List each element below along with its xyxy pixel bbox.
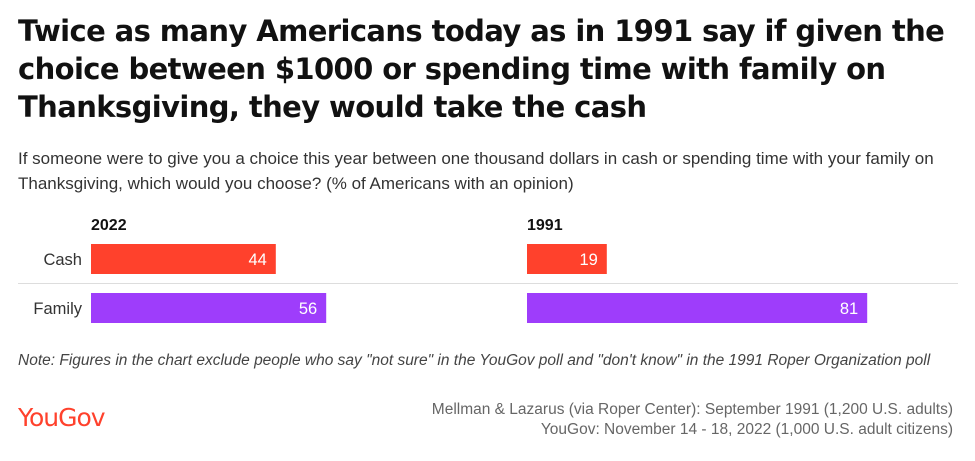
- bar-2022-cash: [91, 244, 276, 274]
- chart-subtitle: If someone were to give you a choice thi…: [18, 149, 934, 193]
- data-label-1991-family: 81: [840, 300, 858, 318]
- bar-2022-family: [91, 293, 327, 323]
- chart-title: Twice as many Americans today as in 1991…: [18, 14, 945, 124]
- yougov-logo: YouGov: [18, 403, 106, 432]
- bar-1991-cash: [527, 244, 607, 274]
- source-line: Mellman & Lazarus (via Roper Center): Se…: [431, 401, 953, 418]
- source-line: YouGov: November 14 - 18, 2022 (1,000 U.…: [540, 421, 953, 438]
- panel-header-1991: 1991: [527, 217, 563, 234]
- bar-1991-family: [527, 293, 868, 323]
- sources: Mellman & Lazarus (via Roper Center): Se…: [432, 400, 953, 440]
- bar-chart: Cash Family 2022 44 56 1991 19 81: [18, 217, 958, 323]
- data-label-2022-cash: 44: [248, 251, 266, 269]
- panel-header-2022: 2022: [91, 217, 127, 234]
- data-label-2022-family: 56: [299, 300, 317, 318]
- category-label-cash: Cash: [43, 251, 82, 269]
- chart-note: Note: Figures in the chart exclude peopl…: [18, 352, 931, 369]
- data-label-1991-cash: 19: [579, 251, 597, 269]
- category-label-family: Family: [33, 300, 82, 318]
